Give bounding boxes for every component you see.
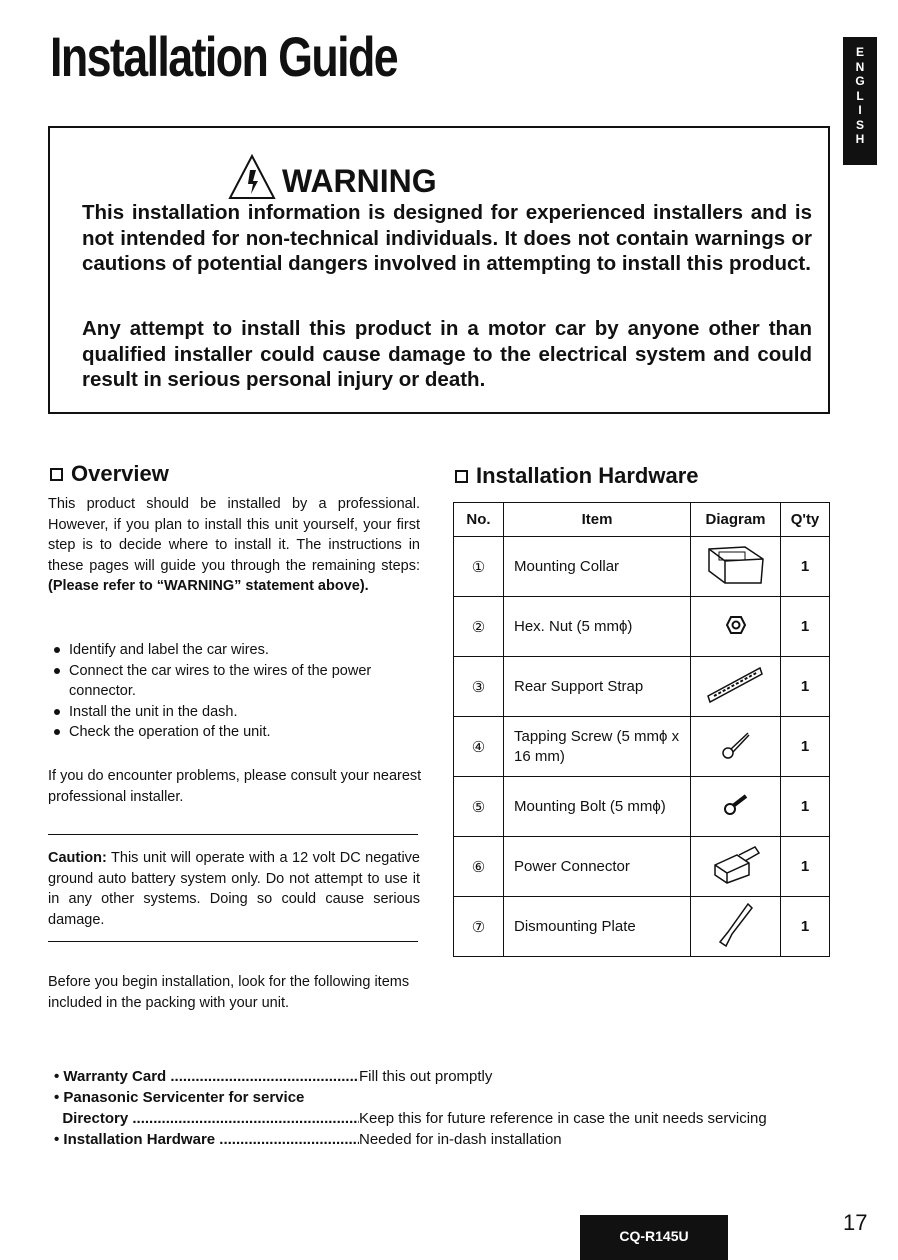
overview-heading: Overview [50, 461, 169, 487]
steps-list: Identify and label the car wires. Connec… [44, 640, 424, 743]
row-number: ② [453, 596, 504, 657]
row-number: ① [453, 536, 504, 597]
lang-letter: L [856, 88, 864, 103]
list-item: Connect the car wires to the wires of th… [44, 661, 424, 702]
language-tab: E N G L I S H [843, 37, 877, 165]
row-item: Hex. Nut (5 mmϕ) [503, 596, 691, 657]
hardware-heading: Installation Hardware [455, 463, 699, 489]
before-text: Before you begin installation, look for … [48, 974, 410, 1011]
list-item: Identify and label the car wires. [44, 640, 424, 661]
checkbox-square-icon [50, 467, 63, 481]
tapping-screw-icon [721, 731, 750, 759]
checkbox-square-icon [455, 469, 468, 483]
page-number: 17 [843, 1210, 868, 1235]
table-row: ⑦ Dismounting Plate 1 [453, 896, 830, 957]
row-number: ⑤ [453, 776, 504, 837]
list-item: • Installation Hardware ................… [54, 1131, 562, 1148]
list-item: • Panasonic Servicenter for service [54, 1089, 305, 1106]
list-item: Check the operation of the unit. [44, 722, 424, 743]
mounting-collar-icon [707, 545, 764, 584]
row-number: ⑦ [453, 896, 504, 957]
mounting-bolt-icon [723, 793, 747, 815]
table-row: ④ Tapping Screw (5 mmϕ x 16 mm) 1 [453, 716, 830, 777]
list-item: Install the unit in the dash. [44, 702, 424, 723]
caution-text: Caution: This unit will operate with a 1… [48, 850, 420, 928]
model-label: CQ-R145U [580, 1215, 728, 1260]
row-item: Mounting Bolt (5 mmϕ) [503, 776, 691, 837]
row-item: Power Connector [503, 836, 691, 897]
lang-letter: H [855, 132, 865, 146]
table-row: ⑤ Mounting Bolt (5 mmϕ) 1 [453, 776, 830, 837]
page-title: Installation Guide [50, 25, 399, 88]
warning-heading: WARNING [228, 154, 437, 200]
hex-nut-icon [725, 615, 746, 634]
row-number: ④ [453, 716, 504, 777]
table-row: ⑥ Power Connector 1 [453, 836, 830, 897]
row-item: Dismounting Plate [503, 896, 691, 957]
row-qty: 1 [780, 596, 830, 657]
row-qty: 1 [780, 836, 830, 897]
warning-box: WARNING This installation information is… [48, 126, 830, 414]
table-row: ③ Rear Support Strap 1 [453, 656, 830, 717]
packing-list: • Warranty Card ........................… [54, 1066, 767, 1150]
list-item: • Warranty Card ........................… [54, 1068, 493, 1085]
lang-letter: I [858, 103, 862, 117]
support-strap-icon [706, 666, 763, 703]
row-qty: 1 [780, 536, 830, 597]
row-item: Tapping Screw (5 mmϕ x 16 mm) [503, 716, 691, 777]
lang-letter: S [855, 117, 864, 132]
row-number: ③ [453, 656, 504, 717]
problems-text: If you do encounter problems, please con… [48, 768, 422, 805]
col-diagram: Diagram [690, 502, 781, 537]
row-number: ⑥ [453, 836, 504, 897]
list-item: Directory ..............................… [62, 1110, 767, 1127]
row-item: Mounting Collar [503, 536, 691, 597]
lang-letter: E [855, 45, 864, 59]
dismounting-plate-icon [718, 902, 753, 947]
divider [48, 941, 418, 942]
overview-intro: This product should be installed by a pr… [48, 496, 420, 594]
warning-triangle-icon [228, 154, 276, 199]
col-qty: Q'ty [780, 502, 830, 537]
row-qty: 1 [780, 656, 830, 717]
power-connector-icon [713, 845, 760, 884]
lang-letter: N [855, 59, 865, 74]
warning-text-2: Any attempt to install this product in a… [82, 317, 812, 391]
lang-letter: G [855, 74, 865, 88]
warning-text-1: This installation information is designe… [82, 201, 812, 275]
row-qty: 1 [780, 896, 830, 957]
col-no: No. [453, 502, 504, 537]
row-qty: 1 [780, 776, 830, 837]
row-qty: 1 [780, 716, 830, 777]
table-row: ② Hex. Nut (5 mmϕ) 1 [453, 596, 830, 657]
divider [48, 834, 418, 835]
row-item: Rear Support Strap [503, 656, 691, 717]
col-item: Item [503, 502, 691, 537]
hardware-table: No. Item Diagram Q'ty ① Mounting Collar 1 … [453, 502, 830, 957]
table-row: ① Mounting Collar 1 [453, 536, 830, 597]
table-header: No. Item Diagram Q'ty [453, 502, 830, 537]
